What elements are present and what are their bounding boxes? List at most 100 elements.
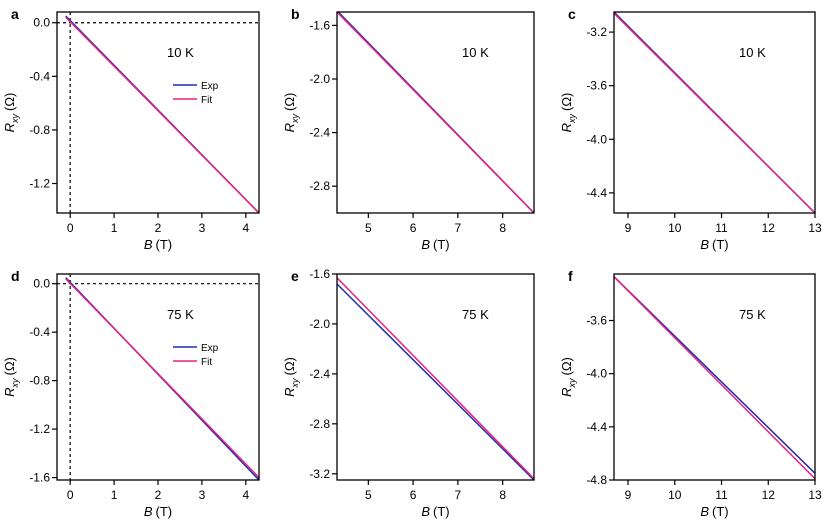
plot-area <box>614 12 815 213</box>
plot-frame <box>336 11 535 214</box>
y-tick-label: -3.6 <box>586 314 607 328</box>
legend-label: Fit <box>201 357 212 368</box>
y-axis-label: Rxy (Ω) <box>2 357 20 397</box>
y-tick-label: -4.8 <box>586 473 607 487</box>
panel-c: 9 10 11 12 13 -3.2 -3.6 -4.0 -4.4 c 10 K B (T) Rxy (Ω) <box>559 6 822 252</box>
y-tick-label: -1.6 <box>309 18 330 32</box>
panel-letter: b <box>291 6 300 22</box>
legend: Exp Fit <box>173 343 219 368</box>
legend-label: Exp <box>201 343 219 354</box>
series-line-fit <box>337 12 534 213</box>
y-axis-label: Rxy (Ω) <box>282 357 300 397</box>
x-tick-label: 5 <box>365 221 372 235</box>
x-tick-label: 8 <box>499 221 506 235</box>
x-tick-label: 9 <box>625 221 632 235</box>
series-line-exp <box>337 283 534 480</box>
x-axis-symbol: B <box>421 504 430 519</box>
y-tick-label: -2.4 <box>309 367 330 381</box>
x-tick-label: 3 <box>199 488 206 502</box>
plot-frame <box>613 11 816 214</box>
x-tick-label: 2 <box>155 221 162 235</box>
x-tick-label: 12 <box>762 488 776 502</box>
y-tick-label: -0.4 <box>29 69 50 83</box>
series-line-fit <box>65 16 259 213</box>
y-tick-label: -0.8 <box>29 123 50 137</box>
x-tick-label: 6 <box>410 488 417 502</box>
y-axis-unit: (Ω) <box>2 93 17 111</box>
x-axis-unit: (T) <box>156 504 173 519</box>
y-tick-label: -3.2 <box>309 467 330 481</box>
y-tick-label: -4.0 <box>586 132 607 146</box>
panel-f: 9 10 11 12 13 -3.6 -4.0 -4.4 -4.8 f 75 K B (T) Rxy (Ω) <box>559 268 822 519</box>
x-axis-unit: (T) <box>433 504 450 519</box>
y-tick-label: -0.4 <box>29 325 50 339</box>
temperature-annotation: 10 K <box>462 45 489 60</box>
y-axis-label: Rxy (Ω) <box>559 357 577 397</box>
plot-area <box>614 276 815 480</box>
x-tick-label: 1 <box>111 488 118 502</box>
y-tick-label: -1.2 <box>29 422 50 436</box>
x-tick-label: 10 <box>668 488 682 502</box>
y-tick-label: -4.4 <box>586 186 607 200</box>
series-line-fit <box>65 278 259 479</box>
x-axis-label: B (T) <box>421 237 449 252</box>
legend-label: Exp <box>201 81 219 92</box>
y-tick-label: 0.0 <box>33 277 50 291</box>
x-tick-label: 2 <box>155 488 162 502</box>
plot-area <box>337 277 534 480</box>
x-tick-label: 12 <box>762 221 776 235</box>
x-tick-label: 13 <box>808 488 822 502</box>
y-tick-label: -2.8 <box>309 417 330 431</box>
x-tick-label: 0 <box>67 488 74 502</box>
x-tick-label: 4 <box>242 488 249 502</box>
panel-e: 5 6 7 8 -1.6 -2.0 -2.4 -2.8 -3.2 e 75 K B (T) Rxy (Ω) <box>282 267 535 519</box>
y-axis-symbol: R <box>559 123 574 132</box>
x-tick-label: 4 <box>242 221 249 235</box>
x-axis-symbol: B <box>144 504 153 519</box>
y-axis-unit: (Ω) <box>282 93 297 111</box>
x-tick-label: 0 <box>67 221 74 235</box>
panel-letter: d <box>11 268 20 284</box>
legend-label: Fit <box>201 95 212 106</box>
y-axis-subscript: xy <box>290 114 300 125</box>
y-tick-label: -1.6 <box>29 471 50 485</box>
x-axis-unit: (T) <box>712 237 729 252</box>
y-tick-label: -2.0 <box>309 72 330 86</box>
y-tick-label: -2.4 <box>309 126 330 140</box>
panel-letter: e <box>291 268 299 284</box>
temperature-annotation: 75 K <box>462 307 489 322</box>
plot-frame <box>336 273 535 481</box>
temperature-annotation: 75 K <box>167 307 194 322</box>
y-axis-label: Rxy (Ω) <box>2 93 20 133</box>
temperature-annotation: 10 K <box>167 45 194 60</box>
x-tick-label: 6 <box>410 221 417 235</box>
temperature-annotation: 10 K <box>739 45 766 60</box>
y-axis-symbol: R <box>2 388 17 397</box>
plot-area <box>57 274 259 480</box>
temperature-annotation: 75 K <box>739 307 766 322</box>
series-line-fit <box>614 12 815 213</box>
x-tick-label: 1 <box>111 221 118 235</box>
x-axis-unit: (T) <box>156 237 173 252</box>
panel-letter: a <box>11 6 19 22</box>
y-tick-label: -4.4 <box>586 420 607 434</box>
y-axis-symbol: R <box>559 388 574 397</box>
plot-area <box>337 12 534 213</box>
y-tick-label: -4.0 <box>586 367 607 381</box>
y-tick-label: -2.8 <box>309 179 330 193</box>
y-tick-label: -1.2 <box>29 177 50 191</box>
panel-letter: f <box>568 268 573 284</box>
x-tick-label: 9 <box>625 488 632 502</box>
panel-letter: c <box>568 6 576 22</box>
y-tick-label: -3.6 <box>586 79 607 93</box>
y-axis-symbol: R <box>282 123 297 132</box>
x-axis-unit: (T) <box>712 504 729 519</box>
x-tick-label: 13 <box>808 221 822 235</box>
y-tick-label: 0.0 <box>33 16 50 30</box>
y-tick-label: -3.2 <box>586 25 607 39</box>
x-tick-label: 10 <box>668 221 682 235</box>
y-tick-label: -2.0 <box>309 317 330 331</box>
x-axis-symbol: B <box>700 504 709 519</box>
panel-a: 0 1 2 3 4 0.0 -0.4 -0.8 -1.2 a 10 K Exp Fit B (T) Rxy (Ω… <box>2 6 260 252</box>
y-tick-label: -1.6 <box>309 267 330 281</box>
